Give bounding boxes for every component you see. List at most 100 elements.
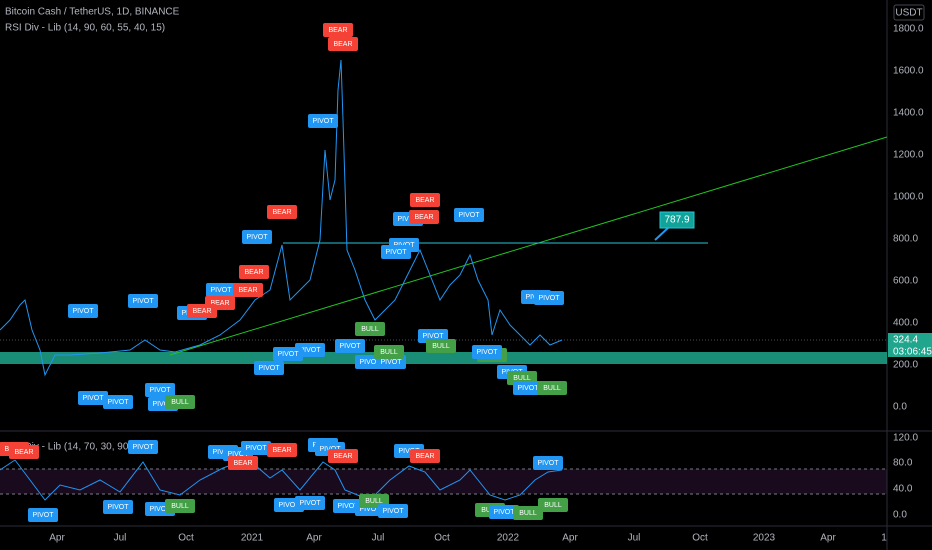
signal-label: PIVOT — [458, 212, 480, 219]
signal-label: PIVOT — [422, 333, 444, 340]
signal-label: PIVOT — [312, 118, 334, 125]
time-tick-label: Jul — [628, 533, 641, 544]
signal-label: PIVOT — [132, 298, 154, 305]
signal-label: PIVOT — [337, 503, 359, 510]
currency[interactable]: USDT — [895, 8, 922, 19]
signal-box — [374, 345, 404, 359]
signal-box — [410, 193, 440, 207]
signal-box — [103, 395, 133, 409]
rsi-tick-label: 0.0 — [893, 510, 907, 521]
signal-label: PIVOT — [380, 359, 402, 366]
signal-box — [378, 504, 408, 518]
signal-label: PIVOT — [517, 385, 539, 392]
signal-box — [9, 445, 39, 459]
signal-box — [28, 508, 58, 522]
signal-label: PIVOT — [538, 295, 560, 302]
signal-label: PIVOT — [277, 351, 299, 358]
price-tick-label: 1000.0 — [893, 192, 924, 203]
signal-box — [187, 304, 217, 318]
signal-box — [533, 456, 563, 470]
price-tick-label: 600.0 — [893, 276, 918, 287]
signal-box — [254, 361, 284, 375]
signal-label: PIVOT — [152, 401, 174, 408]
signal-label: BEAR — [192, 308, 211, 315]
price-line — [0, 59, 563, 377]
signal-label: PIVOT — [359, 359, 381, 366]
signal-label: PIVOT — [299, 500, 321, 507]
signal-box — [206, 283, 236, 297]
signal-label: PIVOT — [339, 343, 361, 350]
signal-label: BULL — [361, 326, 379, 333]
signal-box — [228, 456, 258, 470]
price-tick-label: 1800.0 — [893, 24, 924, 35]
signal-label: PIVOT — [493, 509, 515, 516]
signal-box — [68, 304, 98, 318]
signal-label: PIVOT — [227, 451, 249, 458]
price-tick-label: 800.0 — [893, 234, 918, 245]
signal-box — [328, 37, 358, 51]
rsi-tick-label: 40.0 — [893, 484, 913, 495]
rsi-title: RSI Div - Lib (14, 70, 30, 90) — [5, 442, 132, 453]
signal-box — [241, 441, 271, 455]
signal-label: PIVOT — [398, 448, 420, 455]
signal-label: BEAR — [233, 460, 252, 467]
signal-label: BEAR — [210, 300, 229, 307]
countdown: 03:06:45 — [893, 347, 932, 358]
rsi-line — [0, 459, 563, 501]
signal-box — [165, 499, 195, 513]
signal-label: PIVOT — [72, 308, 94, 315]
signal-box — [128, 294, 158, 308]
signal-label: PIVOT — [82, 395, 104, 402]
trend-line — [169, 136, 888, 356]
symbol-title: Bitcoin Cash / TetherUS, 1D, BINANCE — [5, 7, 180, 18]
target-box — [659, 211, 695, 229]
signal-label: BULL — [543, 385, 561, 392]
support-zone — [0, 352, 887, 364]
rsi-band — [0, 469, 887, 494]
rsi-tick-label: 120.0 — [893, 433, 918, 444]
currency-box[interactable] — [893, 4, 925, 21]
target-label: 787.9 — [664, 215, 689, 226]
signal-label: PIVOT — [382, 508, 404, 515]
signal-label: PIVOT — [359, 506, 381, 513]
signal-box — [267, 443, 297, 457]
signal-box — [513, 506, 543, 520]
signal-label: BULL — [380, 349, 398, 356]
last-price-tag — [888, 333, 932, 357]
signal-label: PIVOT — [149, 387, 171, 394]
signal-box — [323, 23, 353, 37]
signal-box — [295, 496, 325, 510]
price-tick-label: 1200.0 — [893, 150, 924, 161]
signal-box — [328, 449, 358, 463]
signal-box — [233, 283, 263, 297]
signal-label: BULL — [519, 510, 537, 517]
signal-label: PIVOT — [299, 347, 321, 354]
signal-label: BULL — [513, 375, 531, 382]
price-tick-label: 1600.0 — [893, 66, 924, 77]
signal-label: BEAR — [414, 214, 433, 221]
time-tick-label: Oct — [692, 533, 708, 544]
signal-box — [381, 245, 411, 259]
signal-label: PIVOT — [132, 444, 154, 451]
price-tick-label: 200.0 — [893, 360, 918, 371]
signal-label: PIVOT — [537, 460, 559, 467]
signal-box — [513, 381, 543, 395]
signal-label: BEAR — [272, 209, 291, 216]
signal-box — [308, 114, 338, 128]
signal-label: BEAR — [238, 287, 257, 294]
signal-box — [239, 265, 269, 279]
target-pointer — [654, 227, 669, 241]
signal-label: PIVOT — [476, 349, 498, 356]
last-price: 324.4 — [893, 335, 918, 346]
time-tick-label: Jul — [372, 533, 385, 544]
signal-label: PIVOT — [32, 512, 54, 519]
signal-label: BULL — [171, 503, 189, 510]
signal-box — [267, 205, 297, 219]
time-tick-label: Apr — [562, 533, 578, 544]
time-tick-label: Oct — [178, 533, 194, 544]
signal-box — [165, 395, 195, 409]
signal-box — [335, 339, 365, 353]
price-tick-label: 0.0 — [893, 402, 907, 413]
signal-label: BULL — [171, 399, 189, 406]
